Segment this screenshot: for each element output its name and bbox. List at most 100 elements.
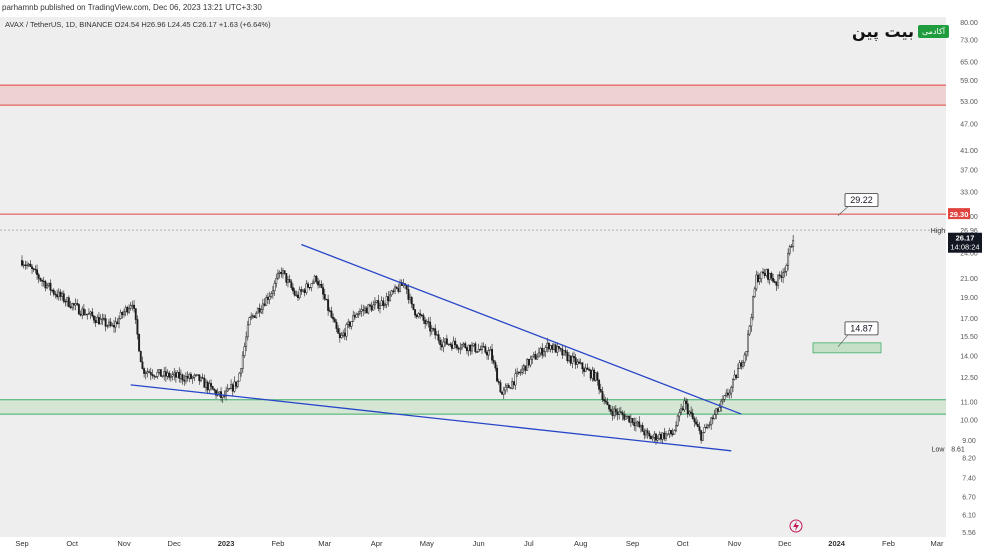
candle-down xyxy=(466,347,468,352)
candle-down xyxy=(690,411,693,414)
candle-down xyxy=(338,333,341,338)
candle-up xyxy=(563,350,565,356)
candle-down xyxy=(395,286,398,289)
candle-down xyxy=(484,346,487,353)
x-tick-label: Jul xyxy=(524,539,534,548)
candle-up xyxy=(715,408,718,415)
candle-down xyxy=(773,281,776,283)
candle-up xyxy=(106,325,109,327)
target-zone xyxy=(812,342,882,354)
trendline-lower xyxy=(130,384,732,452)
candle-down xyxy=(599,389,602,392)
candle-down xyxy=(558,346,560,349)
candle-up xyxy=(119,311,122,319)
candle-down xyxy=(76,303,79,305)
candle-down xyxy=(97,317,100,325)
candle-down xyxy=(492,359,495,363)
candle-up xyxy=(742,361,744,367)
x-tick-label: Feb xyxy=(271,539,284,548)
candle-up xyxy=(129,305,132,309)
candles xyxy=(21,234,795,445)
candle-down xyxy=(596,372,599,381)
candle-up xyxy=(576,361,579,365)
candle-up xyxy=(745,351,748,356)
candle-up xyxy=(251,315,254,317)
candle-up xyxy=(233,381,236,392)
candle-up xyxy=(683,400,686,411)
candle-down xyxy=(103,318,105,320)
candle-up xyxy=(750,317,753,327)
candle-up xyxy=(158,369,161,373)
candle-down xyxy=(604,400,607,403)
candle-down xyxy=(671,433,674,435)
candle-down xyxy=(509,387,512,389)
candle-down xyxy=(507,385,510,388)
x-tick-label: Sep xyxy=(626,539,639,548)
candle-up xyxy=(462,343,465,345)
candle-up xyxy=(537,352,540,358)
candle-up xyxy=(526,358,529,371)
candle-up xyxy=(101,318,104,320)
candle-up xyxy=(708,424,711,426)
candle-down xyxy=(44,281,47,289)
candle-up xyxy=(86,313,89,316)
ohlc-values: O24.54 H26.96 L24.45 C26.17 +1.63 (+6.64… xyxy=(114,20,271,29)
candle-down xyxy=(424,320,427,324)
x-tick-label: Dec xyxy=(168,539,182,548)
symbol-name: AVAX / TetherUS, 1D, BINANCE xyxy=(5,20,113,29)
candle-down xyxy=(663,432,666,439)
candle-down xyxy=(210,383,212,387)
candle-down xyxy=(203,377,206,388)
candle-up xyxy=(460,344,463,349)
candle-up xyxy=(298,289,301,298)
candle-down xyxy=(392,290,395,292)
y-axis: 80.00 73.00 65.00 59.00 53.00 47.00 41.00 37.00… xyxy=(960,20,978,537)
y-tick-label: 14.00 xyxy=(960,353,978,360)
candle-down xyxy=(566,352,569,361)
candle-down xyxy=(92,315,95,321)
candle-down xyxy=(370,305,373,311)
candle-down xyxy=(186,375,189,379)
candle-down xyxy=(419,313,422,316)
y-tick-label: 21.00 xyxy=(960,276,978,283)
candle-up xyxy=(81,308,84,316)
x-tick-label: Oct xyxy=(677,539,690,548)
candle-down xyxy=(285,273,288,283)
candle-up xyxy=(111,325,114,327)
candle-down xyxy=(24,264,27,266)
candle-down xyxy=(512,381,515,386)
candle-down xyxy=(593,369,596,381)
candle-up xyxy=(519,371,522,374)
high-tag: High xyxy=(931,228,946,235)
candle-down xyxy=(614,408,617,413)
y-tick-label: 80.00 xyxy=(960,20,978,27)
candle-up xyxy=(360,309,363,312)
candle-down xyxy=(211,386,214,390)
logo-text: بیت پین xyxy=(852,22,914,41)
candle-down xyxy=(457,347,460,350)
candle-up xyxy=(718,406,721,412)
candle-down xyxy=(283,270,286,274)
candle-down xyxy=(410,297,413,305)
candle-up xyxy=(409,297,412,300)
candle-up xyxy=(675,425,677,431)
candle-up xyxy=(278,271,281,274)
candle-up xyxy=(676,415,679,426)
candle-up xyxy=(394,286,396,292)
candle-down xyxy=(330,310,333,318)
candle-down xyxy=(696,423,699,428)
candle-up xyxy=(200,377,202,382)
candle-down xyxy=(365,307,368,314)
candle-up xyxy=(205,381,207,388)
plot-area[interactable] xyxy=(0,17,946,537)
logo: بیت پین آکادمی xyxy=(852,22,949,41)
candle-up xyxy=(487,350,490,356)
candle-up xyxy=(128,308,131,313)
candle-up xyxy=(282,270,284,275)
candle-down xyxy=(772,278,775,282)
candle-down xyxy=(450,344,453,349)
candle-down xyxy=(740,362,743,367)
candle-down xyxy=(51,289,54,292)
